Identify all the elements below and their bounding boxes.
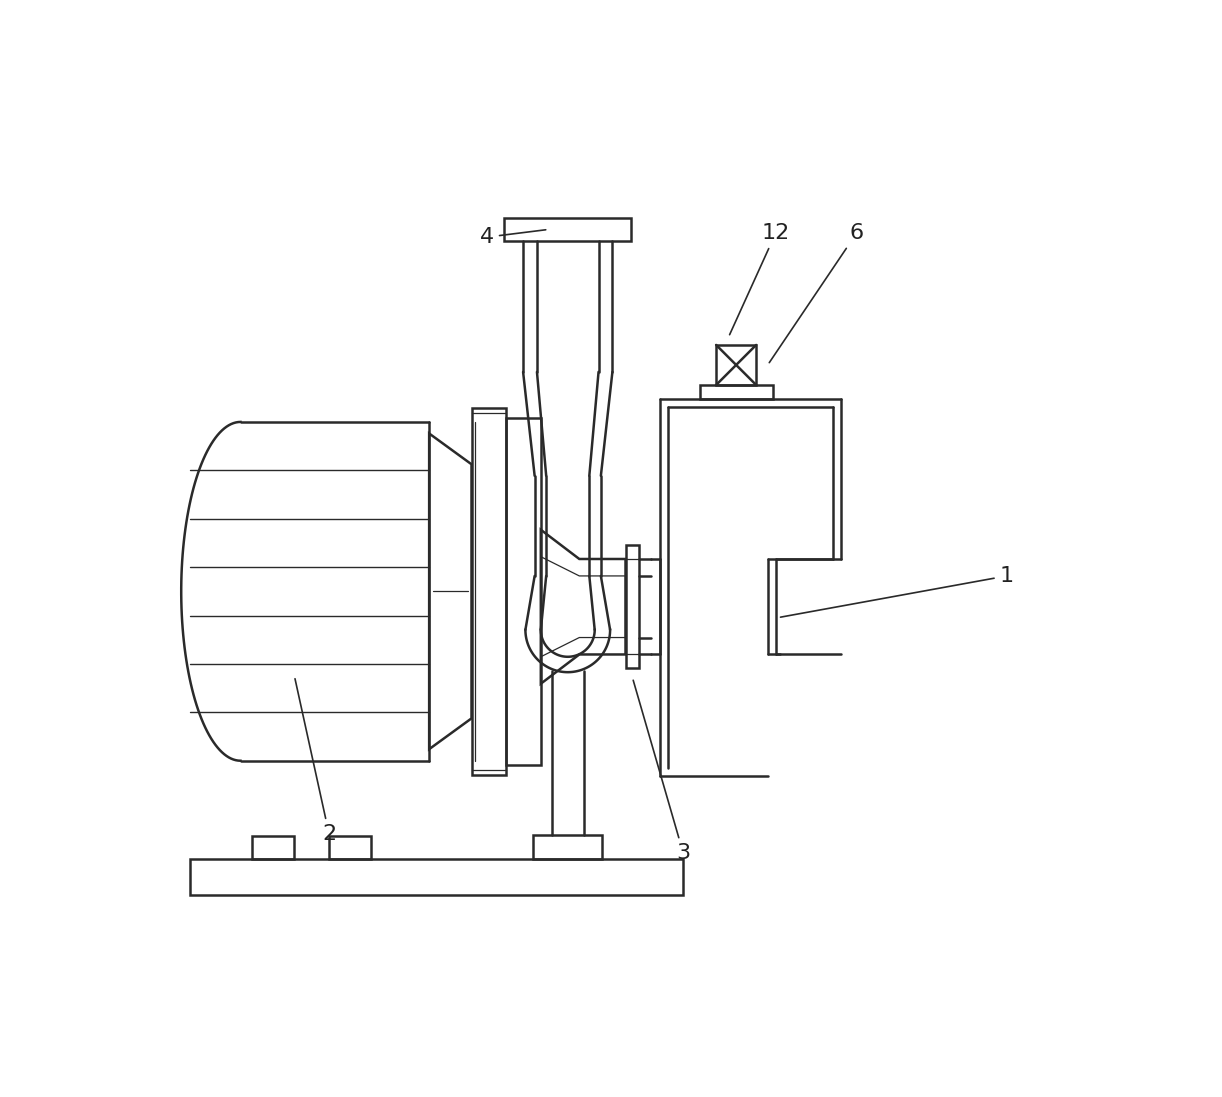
Text: 12: 12 <box>730 224 789 335</box>
Bar <box>533 835 602 859</box>
Text: 3: 3 <box>633 680 690 863</box>
Text: 6: 6 <box>770 224 864 363</box>
Bar <box>506 418 541 765</box>
Bar <box>626 545 639 668</box>
Bar <box>699 385 772 399</box>
Bar <box>505 218 632 241</box>
Bar <box>329 836 371 859</box>
Bar <box>191 859 683 895</box>
Text: 4: 4 <box>480 227 546 247</box>
Text: 1: 1 <box>781 566 1014 618</box>
Bar <box>716 344 756 385</box>
Bar <box>472 408 506 774</box>
Bar <box>252 836 295 859</box>
Text: 2: 2 <box>295 679 336 844</box>
